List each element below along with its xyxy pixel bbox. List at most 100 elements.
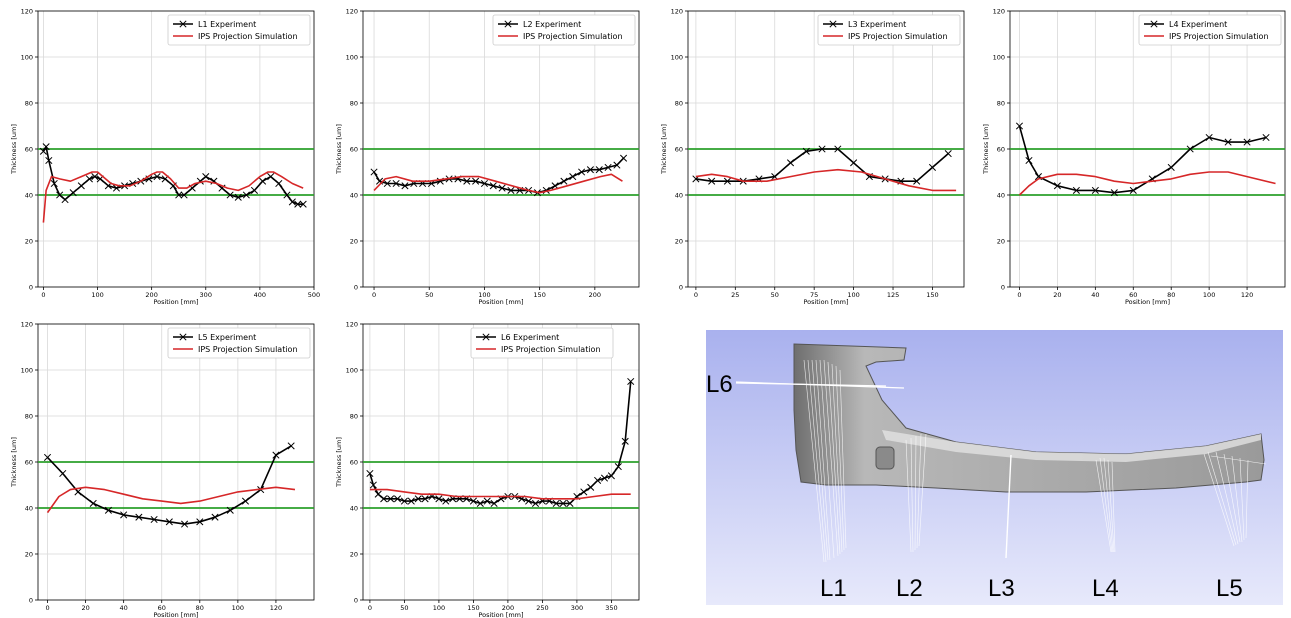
experiment-point [1243,138,1251,146]
x-tick-label: 40 [120,604,128,612]
experiment-point [393,495,402,503]
y-tick-label: 0 [29,283,33,291]
experiment-point [1167,163,1175,171]
experiment-point [59,469,67,478]
point-x-stroke [39,147,47,155]
simulation-line [373,173,623,194]
experiment-point [366,469,374,478]
x-tick-label: 80 [196,604,204,612]
y-tick-label: 80 [350,99,358,107]
experiment-point [507,186,515,194]
experiment-point [619,154,628,162]
point-x-stroke [1015,122,1024,130]
x-tick-label: 150 [926,291,938,299]
render-label-l3: L3 [988,575,1015,602]
legend-label: L6 Experiment [501,333,559,342]
x-axis-label: Position [mm] [478,611,523,618]
chart-l1-svg: 0 100 200 300 400 500 0 20 40 60 80 100 120 Position … [10,7,320,306]
experiment-point [85,175,93,183]
legend: L5 Experiment IPS Projection Simulation [167,327,311,359]
point-x-stroke [226,191,234,199]
experiment-point [91,173,99,181]
point-x-stroke [594,476,602,484]
experiment-point [595,166,603,174]
experiment-point [552,499,560,507]
experiment-point [180,191,188,199]
point-x-stroke [180,191,188,199]
experiment-point [607,472,615,480]
point-x-stroke [165,518,173,526]
x-tick-label: 60 [1129,291,1137,299]
simulation-line [42,171,304,223]
point-x-stroke [414,495,422,503]
x-tick-label: 120 [1241,291,1253,299]
legend-box [1138,14,1282,46]
experiment-point [135,513,143,521]
experiment-point [69,189,77,197]
experiment-point [1205,133,1213,142]
experiment-line [695,148,949,182]
point-x-stroke [211,513,219,521]
point-x-stroke [369,481,377,489]
point-x-stroke [59,469,67,478]
experiment-point [850,159,858,167]
legend-marker [179,333,187,341]
legend-box [817,14,961,46]
point-x-stroke [586,166,594,174]
point-x-stroke [374,490,382,498]
y-tick-label: 100 [346,366,358,374]
point-x-stroke [175,191,183,199]
point-x-stroke [1243,138,1251,146]
chart-l6: 0 50 100 150 200 250 300 350 0 20 40 60 80 100 120 Posi… [325,313,645,618]
experiment-point [569,173,577,181]
legend-marker [179,20,187,28]
legend-box [470,327,614,359]
experiment-point [414,495,422,503]
l5-fan [1203,451,1267,547]
x-tick-label: 200 [589,291,601,299]
point-x-stroke [370,168,378,176]
experiment-point [560,177,568,185]
point-x-stroke [50,179,58,188]
experiment-point [77,182,85,190]
x-tick-label: 250 [536,604,548,612]
point-x-stroke [463,177,471,185]
point-x-stroke [578,168,586,176]
x-tick-label: 400 [254,291,266,299]
experiment-point [613,161,621,169]
y-tick-label: 80 [25,99,33,107]
x-tick-label: 500 [308,291,320,299]
x-tick-label: 100 [847,291,859,299]
y-tick-label: 20 [350,550,358,558]
x-tick-label: 80 [1167,291,1175,299]
experiment-point [1224,138,1232,146]
experiment-point [604,163,612,171]
point-x-stroke [56,191,64,199]
y-tick-label: 0 [354,283,358,291]
experiment-point [196,518,204,526]
y-tick-label: 40 [350,191,358,199]
x-tick-label: 120 [270,604,282,612]
x-tick-label: 0 [694,291,698,299]
experiment-point [586,166,594,174]
experiment-point [42,143,50,151]
legend-label: L5 Experiment [198,333,256,342]
point-x-stroke [380,495,388,503]
experiment-point [559,499,567,507]
x-tick-label: 200 [502,604,514,612]
y-tick-label: 0 [29,596,33,604]
experiment-point [421,495,429,503]
legend-marker [1150,20,1158,28]
experiment-point [802,147,810,155]
point-x-stroke [283,191,291,199]
render-label-l6: L6 [706,371,733,398]
point-x-stroke [85,175,93,183]
experiment-point [407,497,415,505]
point-x-stroke [483,497,491,505]
experiment-point [594,476,602,484]
experiment-point [580,488,588,496]
y-tick-label: 120 [21,320,33,328]
y-tick-label: 20 [25,237,33,245]
experiment-point [120,511,128,519]
y-tick-label: 80 [25,412,33,420]
